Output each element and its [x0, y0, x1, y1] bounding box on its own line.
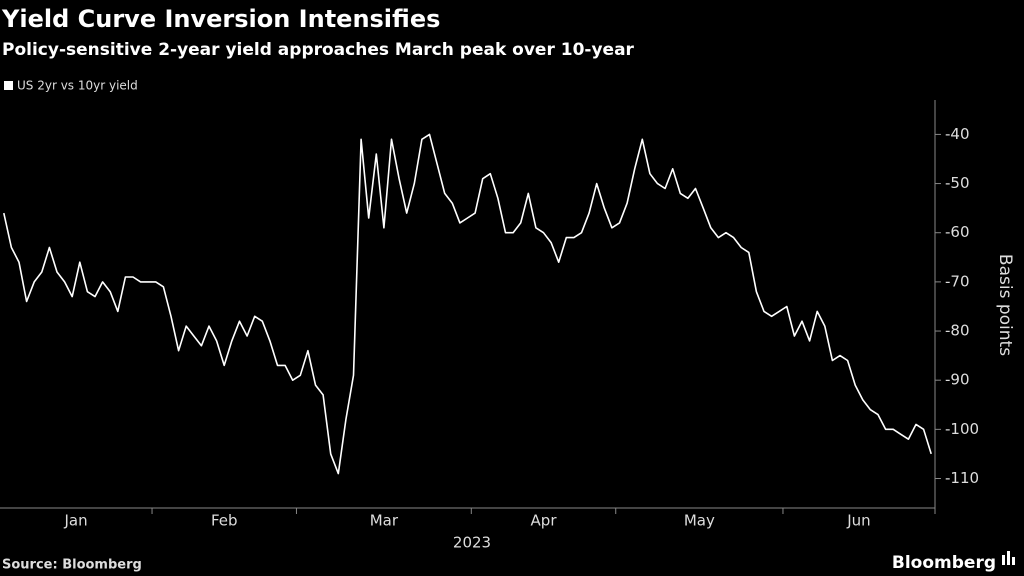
x-tick-label: Jun — [846, 512, 870, 530]
y-tick-label: -110 — [945, 469, 979, 487]
x-tick-label: May — [684, 512, 715, 530]
y-tick-label: -50 — [945, 174, 970, 192]
source: Source: Bloomberg — [2, 558, 142, 573]
x-tick-label: Feb — [211, 512, 238, 530]
y-tick-label: -80 — [945, 322, 970, 340]
brand-icon — [1002, 555, 1005, 565]
chart-title: Yield Curve Inversion Intensifies — [1, 5, 440, 33]
chart-subtitle: Policy-sensitive 2-year yield approaches… — [2, 40, 635, 60]
y-tick-label: -100 — [945, 420, 979, 438]
y-axis-label: Basis points — [995, 254, 1015, 356]
x-tick-label: Mar — [370, 512, 399, 530]
brand: Bloomberg — [892, 553, 996, 573]
legend-label: US 2yr vs 10yr yield — [17, 79, 138, 93]
y-tick-label: -40 — [945, 125, 970, 143]
y-tick-label: -90 — [945, 371, 970, 389]
brand-icon — [1012, 557, 1015, 565]
x-axis-label: 2023 — [453, 534, 491, 552]
brand-icon — [1007, 551, 1010, 565]
line-series — [3, 133, 932, 475]
x-tick-label: Jan — [63, 512, 87, 530]
y-tick-label: -70 — [945, 272, 970, 290]
legend-swatch — [4, 81, 13, 90]
y-tick-label: -60 — [945, 223, 970, 241]
x-tick-label: Apr — [531, 512, 558, 530]
